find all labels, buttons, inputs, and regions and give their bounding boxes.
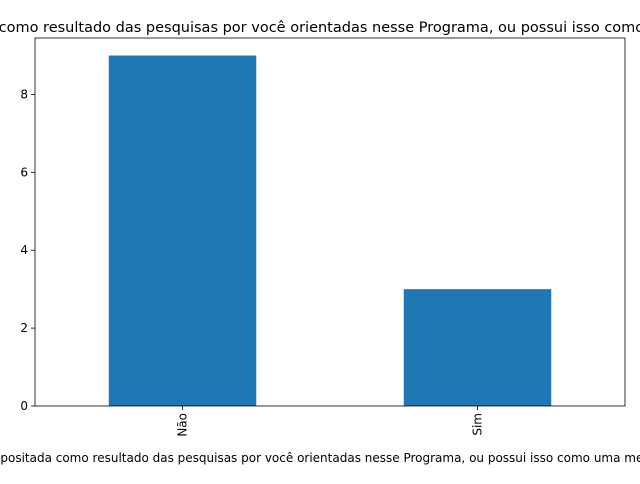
y-tick-label: 4 bbox=[20, 243, 28, 257]
chart-title: ha patente depositada como resultado das… bbox=[0, 20, 640, 36]
x-tick-label: Não bbox=[176, 413, 190, 437]
text-layer: ha patente depositada como resultado das… bbox=[0, 20, 640, 465]
x-tick-label: Sim bbox=[471, 413, 485, 436]
axes-layer bbox=[34, 37, 626, 407]
y-tick-label: 6 bbox=[20, 165, 28, 179]
bar-sim bbox=[403, 289, 552, 406]
y-tick-label: 0 bbox=[20, 399, 28, 413]
ticks-layer: Não Sim 0 2 4 6 8 bbox=[20, 87, 484, 436]
x-axis-label: ha patente depositada como resultado das… bbox=[0, 451, 640, 465]
bars-layer bbox=[108, 55, 552, 407]
y-tick-label: 2 bbox=[20, 321, 28, 335]
bar-nao bbox=[108, 55, 257, 407]
plot-frame bbox=[34, 37, 626, 407]
y-tick-label: 8 bbox=[20, 87, 28, 101]
